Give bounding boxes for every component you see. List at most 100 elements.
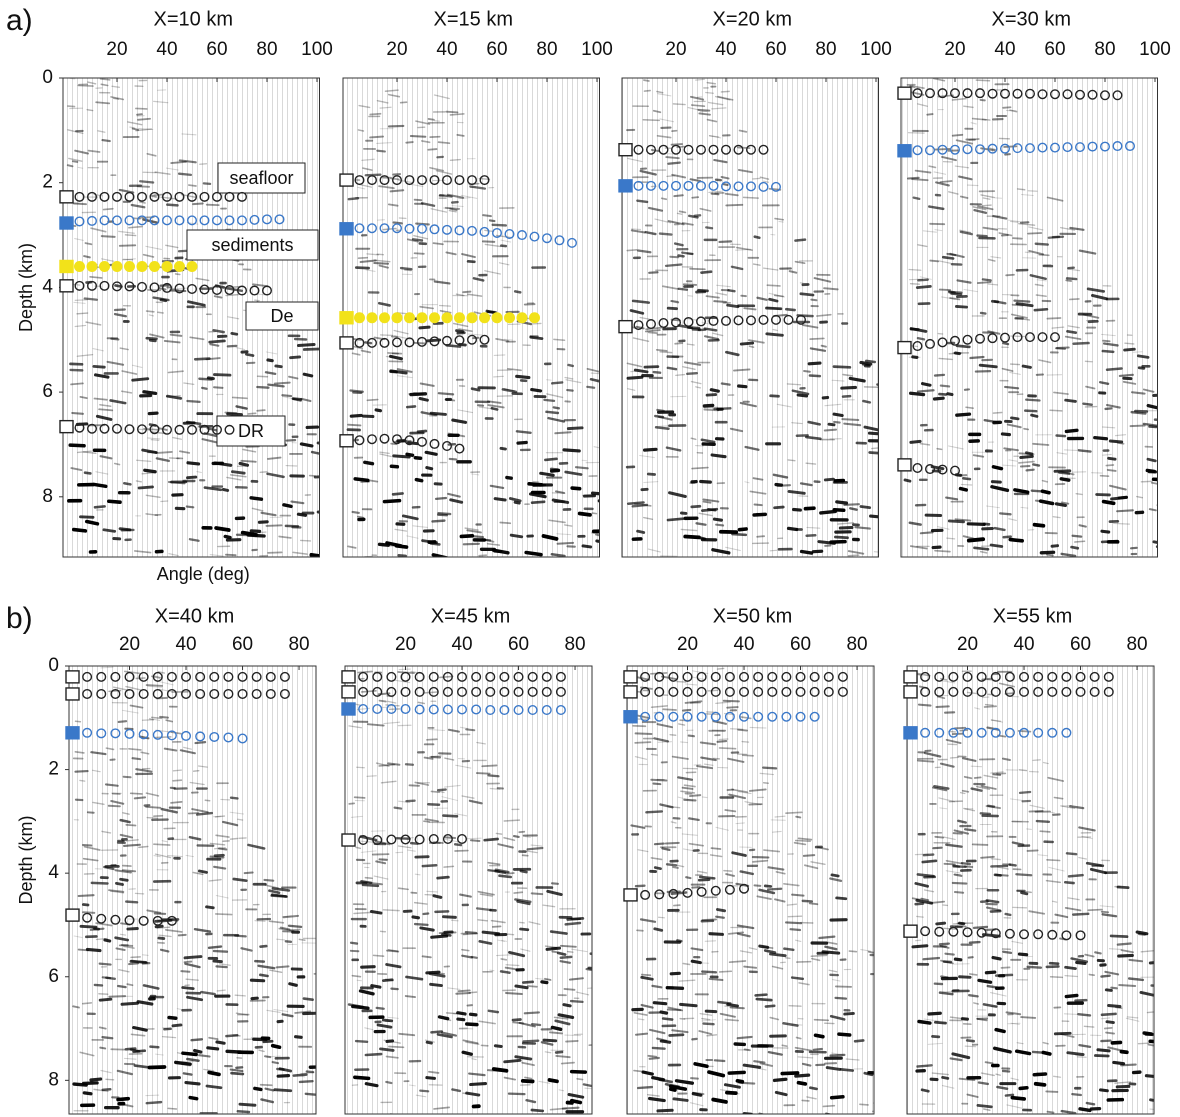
seismic-event: [145, 336, 158, 341]
horizon-pick: [753, 711, 764, 722]
seismic-event: [310, 450, 320, 455]
seismic-event: [129, 792, 143, 795]
seismic-event: [699, 207, 712, 212]
seismic-event: [281, 1013, 294, 1018]
seismic-event: [1074, 540, 1086, 543]
seismic-event: [405, 141, 414, 144]
seismic-event: [555, 490, 566, 494]
horizon-pick: [467, 225, 478, 236]
seismic-event: [1010, 313, 1028, 319]
seismic-event: [1101, 499, 1116, 506]
seismic-event: [1060, 226, 1076, 231]
seismic-event: [556, 533, 572, 536]
seismic-event: [639, 316, 650, 320]
seismic-event: [423, 820, 430, 823]
seismic-event: [108, 995, 127, 998]
horizon-pick: [251, 671, 262, 682]
seismic-event: [772, 1077, 788, 1083]
seismic-event: [489, 787, 501, 790]
seismic-event: [470, 473, 480, 476]
seismic-event: [818, 935, 836, 940]
seismic-event: [445, 251, 457, 256]
seismic-event: [186, 475, 198, 480]
seismic-event: [482, 214, 492, 218]
seismic-event: [92, 365, 106, 369]
seismic-event: [208, 878, 222, 882]
seismic-event: [557, 1013, 575, 1019]
seismic-event: [713, 158, 728, 164]
horizon-pick: [990, 686, 1001, 697]
seismic-event: [141, 471, 157, 475]
seismic-event: [469, 1081, 488, 1087]
seismic-event: [666, 306, 678, 311]
y-tick-label: 2: [42, 172, 53, 193]
horizon-pick: [161, 282, 172, 293]
seismic-event: [1123, 347, 1136, 352]
seismic-event: [805, 435, 822, 441]
seismic-event: [514, 898, 532, 904]
seismic-event: [245, 352, 255, 357]
seismic-event: [642, 119, 661, 122]
seismic-event: [154, 1053, 164, 1056]
seismic-event: [234, 994, 246, 997]
seismic-event: [222, 820, 239, 827]
seismic-event: [695, 522, 707, 526]
seismic-event: [774, 217, 785, 221]
seismic-event: [273, 1088, 293, 1093]
seismic-event: [123, 482, 132, 486]
seismic-event: [946, 252, 954, 255]
seismic-event: [1063, 449, 1078, 451]
seismic-event: [461, 948, 470, 952]
seismic-event: [662, 708, 677, 711]
seismic-event: [413, 252, 425, 255]
seismic-event: [99, 404, 112, 407]
seismic-event: [118, 527, 132, 532]
seismic-event: [138, 128, 154, 131]
seismic-event: [183, 746, 192, 750]
horizon-pick: [392, 223, 403, 234]
seismic-event: [915, 672, 931, 677]
seismic-event: [848, 950, 858, 953]
x-tick-label: 60: [206, 39, 227, 60]
seismic-event: [451, 1088, 462, 1093]
seismic-event: [165, 719, 174, 723]
seismic-event: [376, 1023, 393, 1029]
seismic-event: [1125, 1017, 1140, 1022]
seismic-event: [667, 805, 681, 809]
seismic-event: [515, 430, 532, 434]
seismic-event: [973, 209, 988, 215]
seismic-event: [919, 531, 934, 535]
seismic-event: [971, 117, 987, 121]
seismic-event: [715, 523, 725, 527]
seismic-event: [681, 833, 698, 836]
seismic-event: [447, 987, 461, 990]
horizon-pick: [442, 224, 453, 235]
horizon-pick: [668, 686, 679, 697]
seismic-event: [179, 450, 191, 454]
seismic-event: [794, 238, 807, 242]
seismic-event: [827, 422, 836, 427]
horizon-pick: [499, 671, 510, 682]
seismic-event: [559, 944, 577, 948]
panel-frame: [62, 77, 320, 558]
seismic-event: [432, 894, 443, 899]
seismic-event: [382, 498, 402, 504]
seismic-event: [530, 844, 543, 847]
seismic-event: [300, 1071, 315, 1075]
seismic-event: [130, 956, 141, 959]
seismic-event: [980, 194, 996, 199]
seismic-event: [932, 846, 943, 850]
seismic-event: [975, 79, 991, 82]
horizon-pick: [724, 671, 735, 682]
seismic-event: [667, 220, 685, 226]
seismic-event: [763, 949, 777, 954]
seismic-event: [1064, 428, 1079, 434]
seismic-event: [207, 1070, 221, 1077]
seismic-event: [949, 252, 965, 258]
seismic-event: [387, 124, 405, 128]
seismic-event: [385, 963, 402, 969]
seismic-event: [903, 478, 912, 483]
seismic-event: [725, 546, 741, 552]
seismic-event: [677, 776, 694, 781]
seismic-event: [959, 230, 973, 236]
